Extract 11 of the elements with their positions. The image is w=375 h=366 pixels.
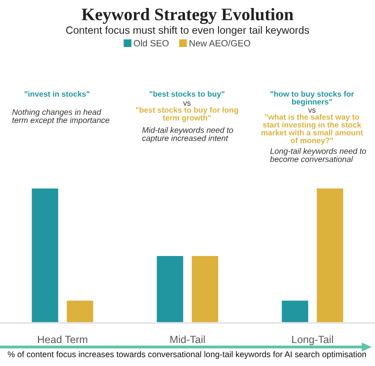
text: Long-tail keywords need to become conversational: [270, 148, 366, 162]
legend-label: New AEO/GEO: [190, 40, 250, 46]
x-tick-label: Head Term: [38, 336, 88, 344]
x-tick-label: Mid-Tail: [170, 336, 205, 344]
chart-subtitle: Content focus must shift to even longer tail keywords: [66, 26, 310, 36]
legend-label: Old SEO: [134, 40, 169, 46]
text: Mid-tail keywords need to capture increased intent: [142, 127, 234, 143]
chart-title: Keyword Strategy Evolution: [82, 8, 294, 24]
x-tick-label: Long-Tail: [292, 336, 333, 346]
text: % of content focus increases towards conversational long-tail keywords for AI search optimisation: [8, 351, 366, 359]
text: Nothing changes in head term except the importance: [12, 109, 110, 125]
